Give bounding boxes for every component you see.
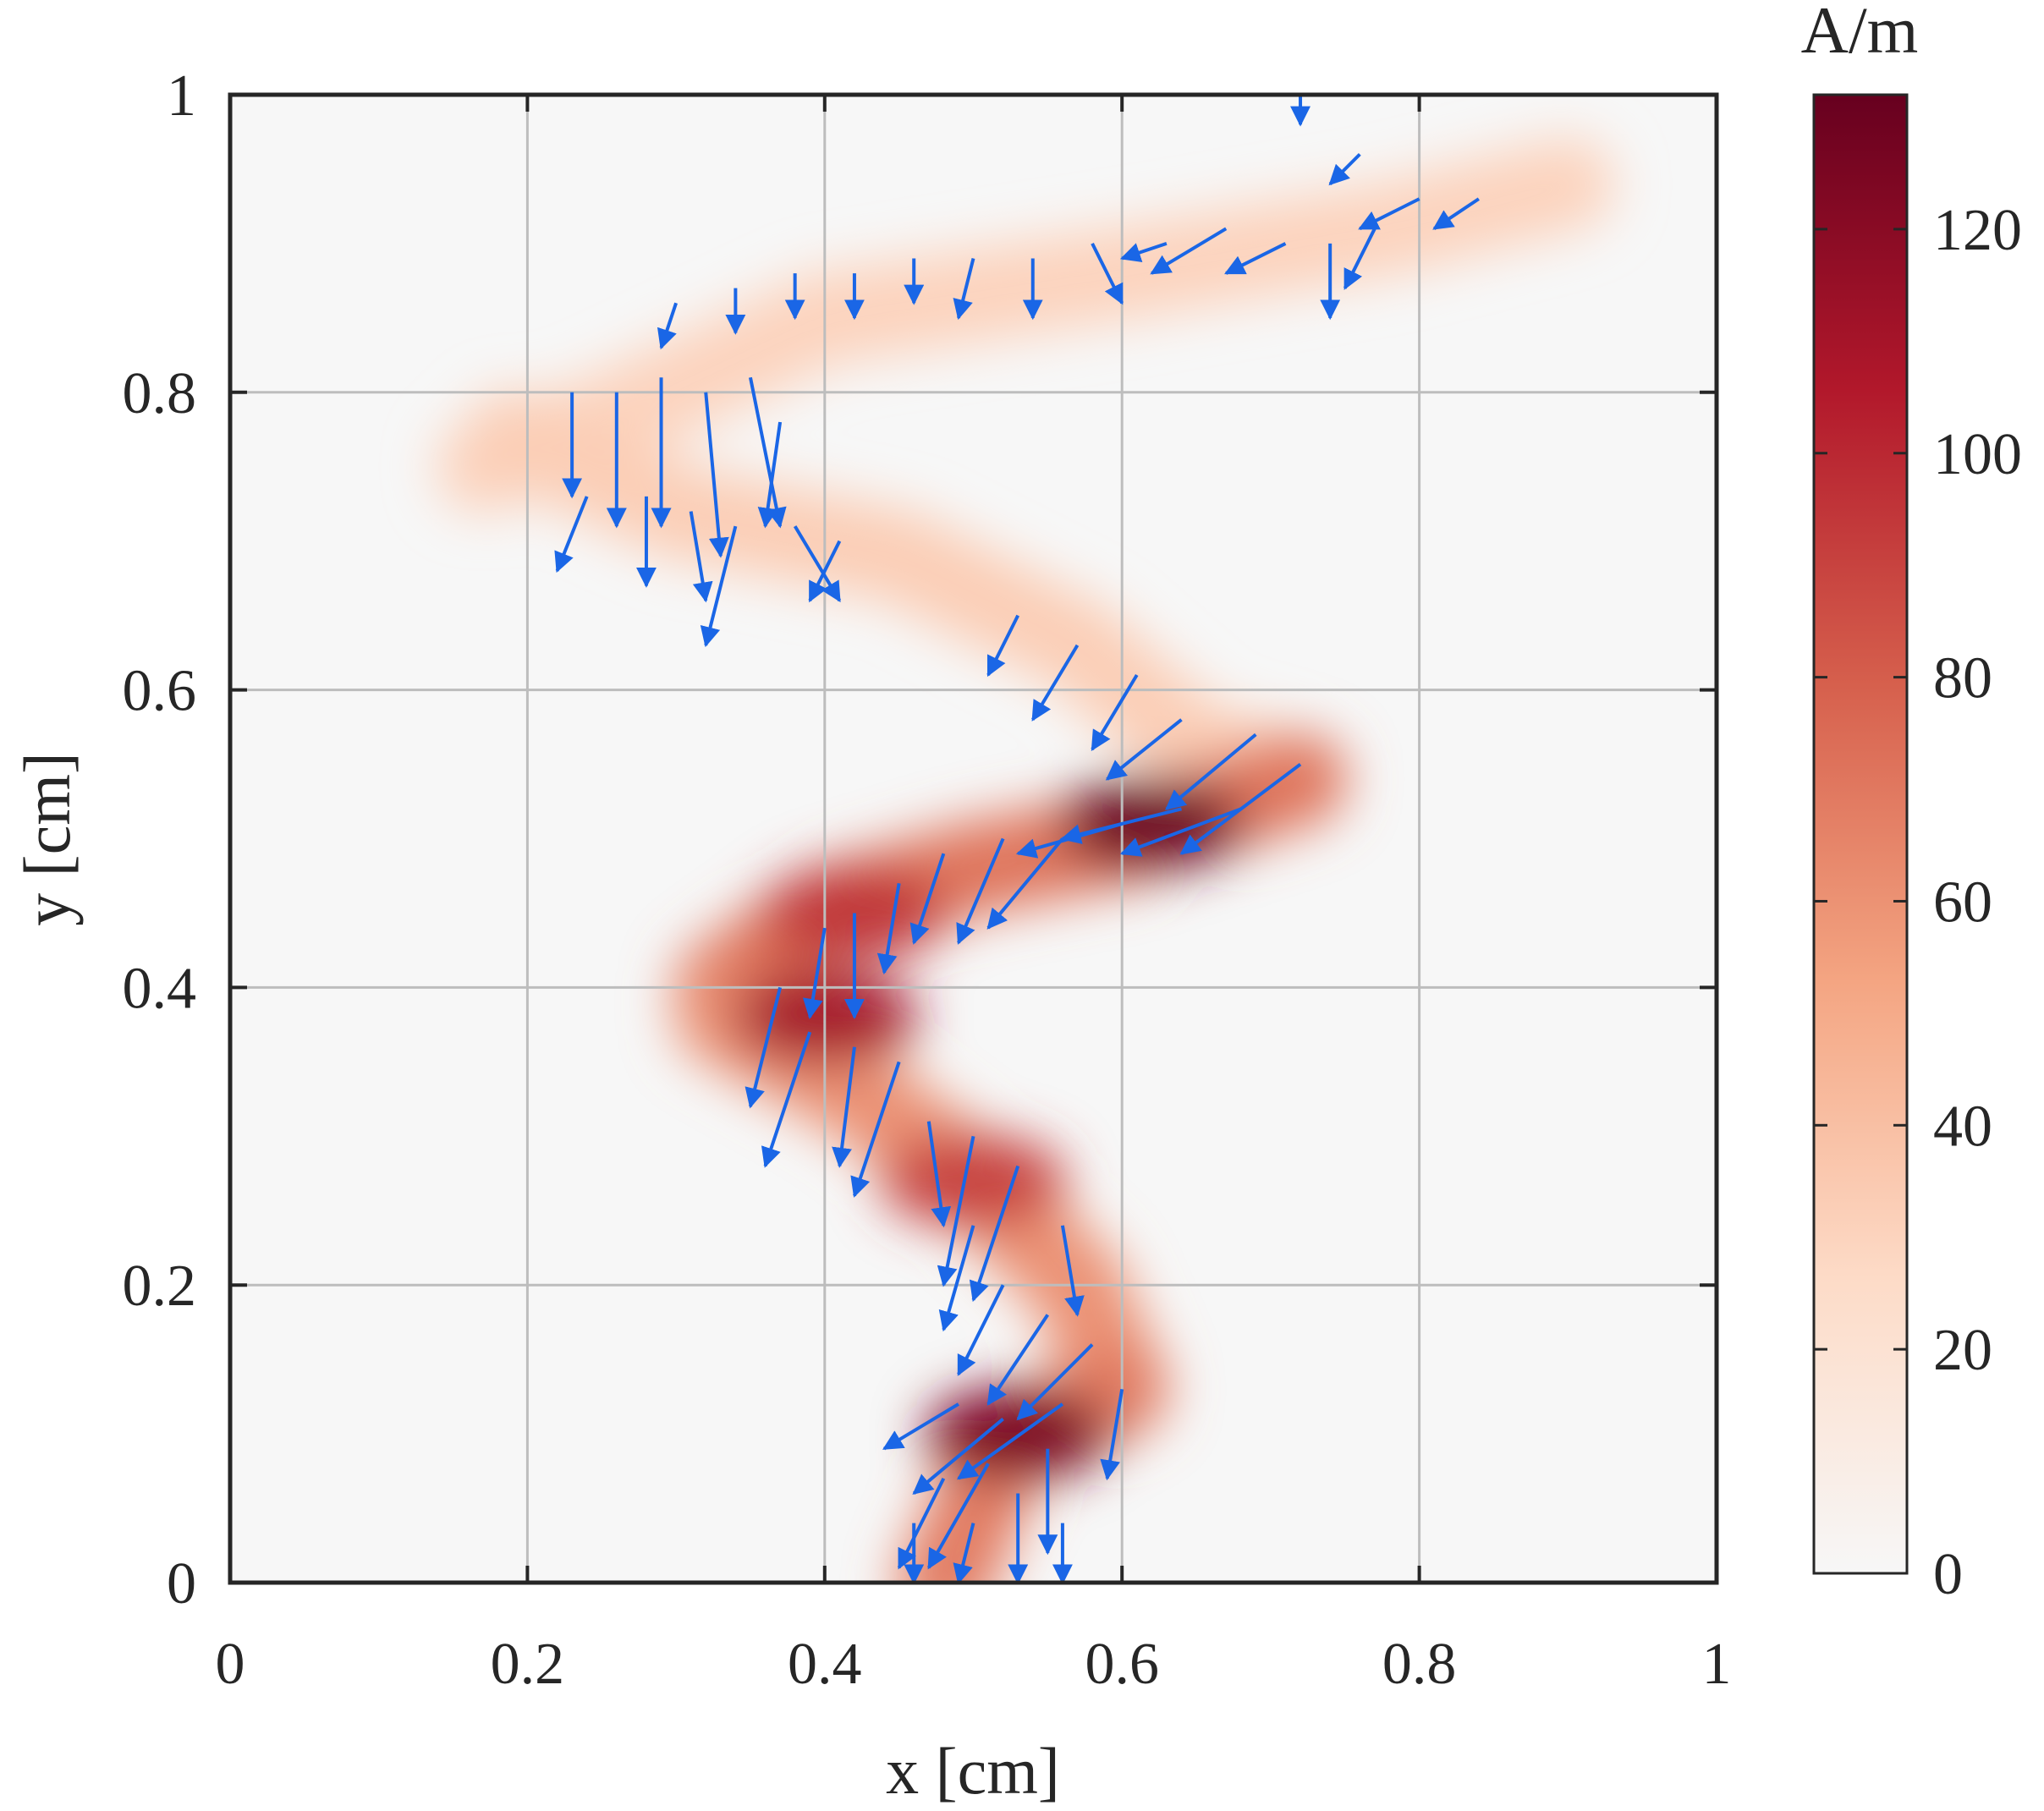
y-axis-label: y [cm] (10, 752, 84, 926)
quiver-arrow (1119, 807, 1242, 857)
quiver-arrow (757, 421, 783, 529)
quiver-arrow (953, 1523, 975, 1583)
x-tick-label: 0.8 (1382, 1632, 1457, 1697)
quiver-arrow (850, 1061, 901, 1198)
colorbar-unit-label: A/m (1801, 0, 1919, 67)
quiver-arrow (957, 1284, 1005, 1376)
colorbar-tick-label: 40 (1933, 1094, 1992, 1159)
quiver-arrow (1224, 242, 1287, 275)
x-tick-labels: 0 0.2 0.4 0.6 0.8 1 (216, 1632, 1732, 1697)
quiver-arrow (969, 1165, 1020, 1303)
quiver-arrow (882, 1402, 959, 1451)
hotspot-3 (925, 1387, 1112, 1481)
y-tick-label: 0.4 (123, 956, 197, 1021)
quiver-arrow (956, 837, 1005, 945)
quiver-arrow (554, 496, 589, 573)
quiver-arrow (1119, 242, 1168, 263)
quiver-arrow (1091, 673, 1139, 752)
colorbar-tick-label: 60 (1933, 870, 1992, 935)
y-tick-labels: 0 0.2 0.4 0.6 0.8 1 (123, 63, 197, 1616)
x-tick-label: 0.4 (788, 1632, 862, 1697)
quiver-arrow (927, 1463, 990, 1570)
quiver-arrow (1358, 197, 1420, 231)
hotspot-1 (1058, 777, 1245, 870)
quiver-arrow (1016, 1343, 1094, 1421)
quiver-arrow (1328, 152, 1361, 186)
quiver-layer (554, 95, 1480, 1583)
quiver-arrow (700, 525, 738, 648)
quiver-arrow (808, 540, 842, 603)
colorbar-tick-label: 80 (1933, 646, 1992, 711)
x-tick-label: 0 (216, 1632, 245, 1697)
y-tick-label: 0.6 (123, 659, 197, 724)
quiver-arrow (1091, 243, 1124, 305)
colorbar-tick-label: 20 (1933, 1318, 1992, 1383)
colorbar-gradient (1814, 95, 1907, 1573)
quiver-arrow (938, 1225, 975, 1332)
quiver-arrow (657, 302, 678, 350)
grid (230, 95, 1717, 1583)
colorbar-tick-label: 0 (1933, 1542, 1963, 1607)
quiver-arrow (986, 614, 1019, 678)
hotspot-5 (880, 1134, 1067, 1228)
x-axis-label: x [cm] (886, 1734, 1060, 1808)
x-tick-label: 0.6 (1085, 1632, 1159, 1697)
current-path-2 (465, 390, 1348, 826)
quiver-arrow (1031, 644, 1080, 722)
quiver-arrow (761, 1031, 812, 1168)
tick-marks (228, 93, 1718, 1584)
quiver-arrow (926, 1121, 952, 1228)
quiver-arrow (704, 392, 729, 558)
y-tick-label: 0.2 (123, 1254, 197, 1319)
quiver-arrow (1150, 227, 1228, 275)
quiver-arrow (1105, 718, 1183, 781)
quiver-arrow (876, 882, 901, 975)
colorbar-tick-label: 100 (1933, 422, 2022, 487)
quiver-arrow (912, 1417, 1004, 1495)
quiver-arrow (802, 927, 827, 1019)
y-tick-label: 1 (167, 63, 196, 129)
x-tick-label: 1 (1702, 1632, 1732, 1697)
quiver-arrow (832, 1046, 856, 1168)
plot-frame (228, 92, 1719, 1585)
quiver-arrow (937, 1135, 975, 1287)
quiver-arrow (1432, 197, 1480, 230)
quiver-arrow (1060, 1225, 1085, 1317)
colorbar-ticks: 0 20 40 60 80 100 120 (1814, 198, 2022, 1607)
quiver-arrow (1100, 1389, 1124, 1481)
quiver-arrow (748, 376, 787, 529)
y-tick-label: 0 (167, 1551, 196, 1616)
quiver-arrow (986, 837, 1064, 930)
y-tick-label: 0.8 (123, 361, 197, 426)
colorbar-frame (1812, 93, 1909, 1575)
quiver-arrow (897, 1477, 946, 1570)
quiver-arrow (1343, 228, 1376, 290)
quiver-arrow (745, 986, 783, 1109)
x-tick-label: 0.2 (491, 1632, 565, 1697)
quiver-arrow (956, 1402, 1064, 1480)
quiver-arrow (793, 525, 842, 603)
quiver-arrow (986, 1314, 1050, 1406)
quiver-arrow (689, 511, 713, 603)
quiver-arrow (953, 258, 975, 321)
quiver-arrow (1165, 733, 1257, 810)
quiver-arrow (909, 853, 946, 945)
quiver-arrow (1015, 821, 1123, 859)
heatmap-layer (436, 137, 1615, 1583)
colorbar-tick-label: 120 (1933, 198, 2022, 263)
